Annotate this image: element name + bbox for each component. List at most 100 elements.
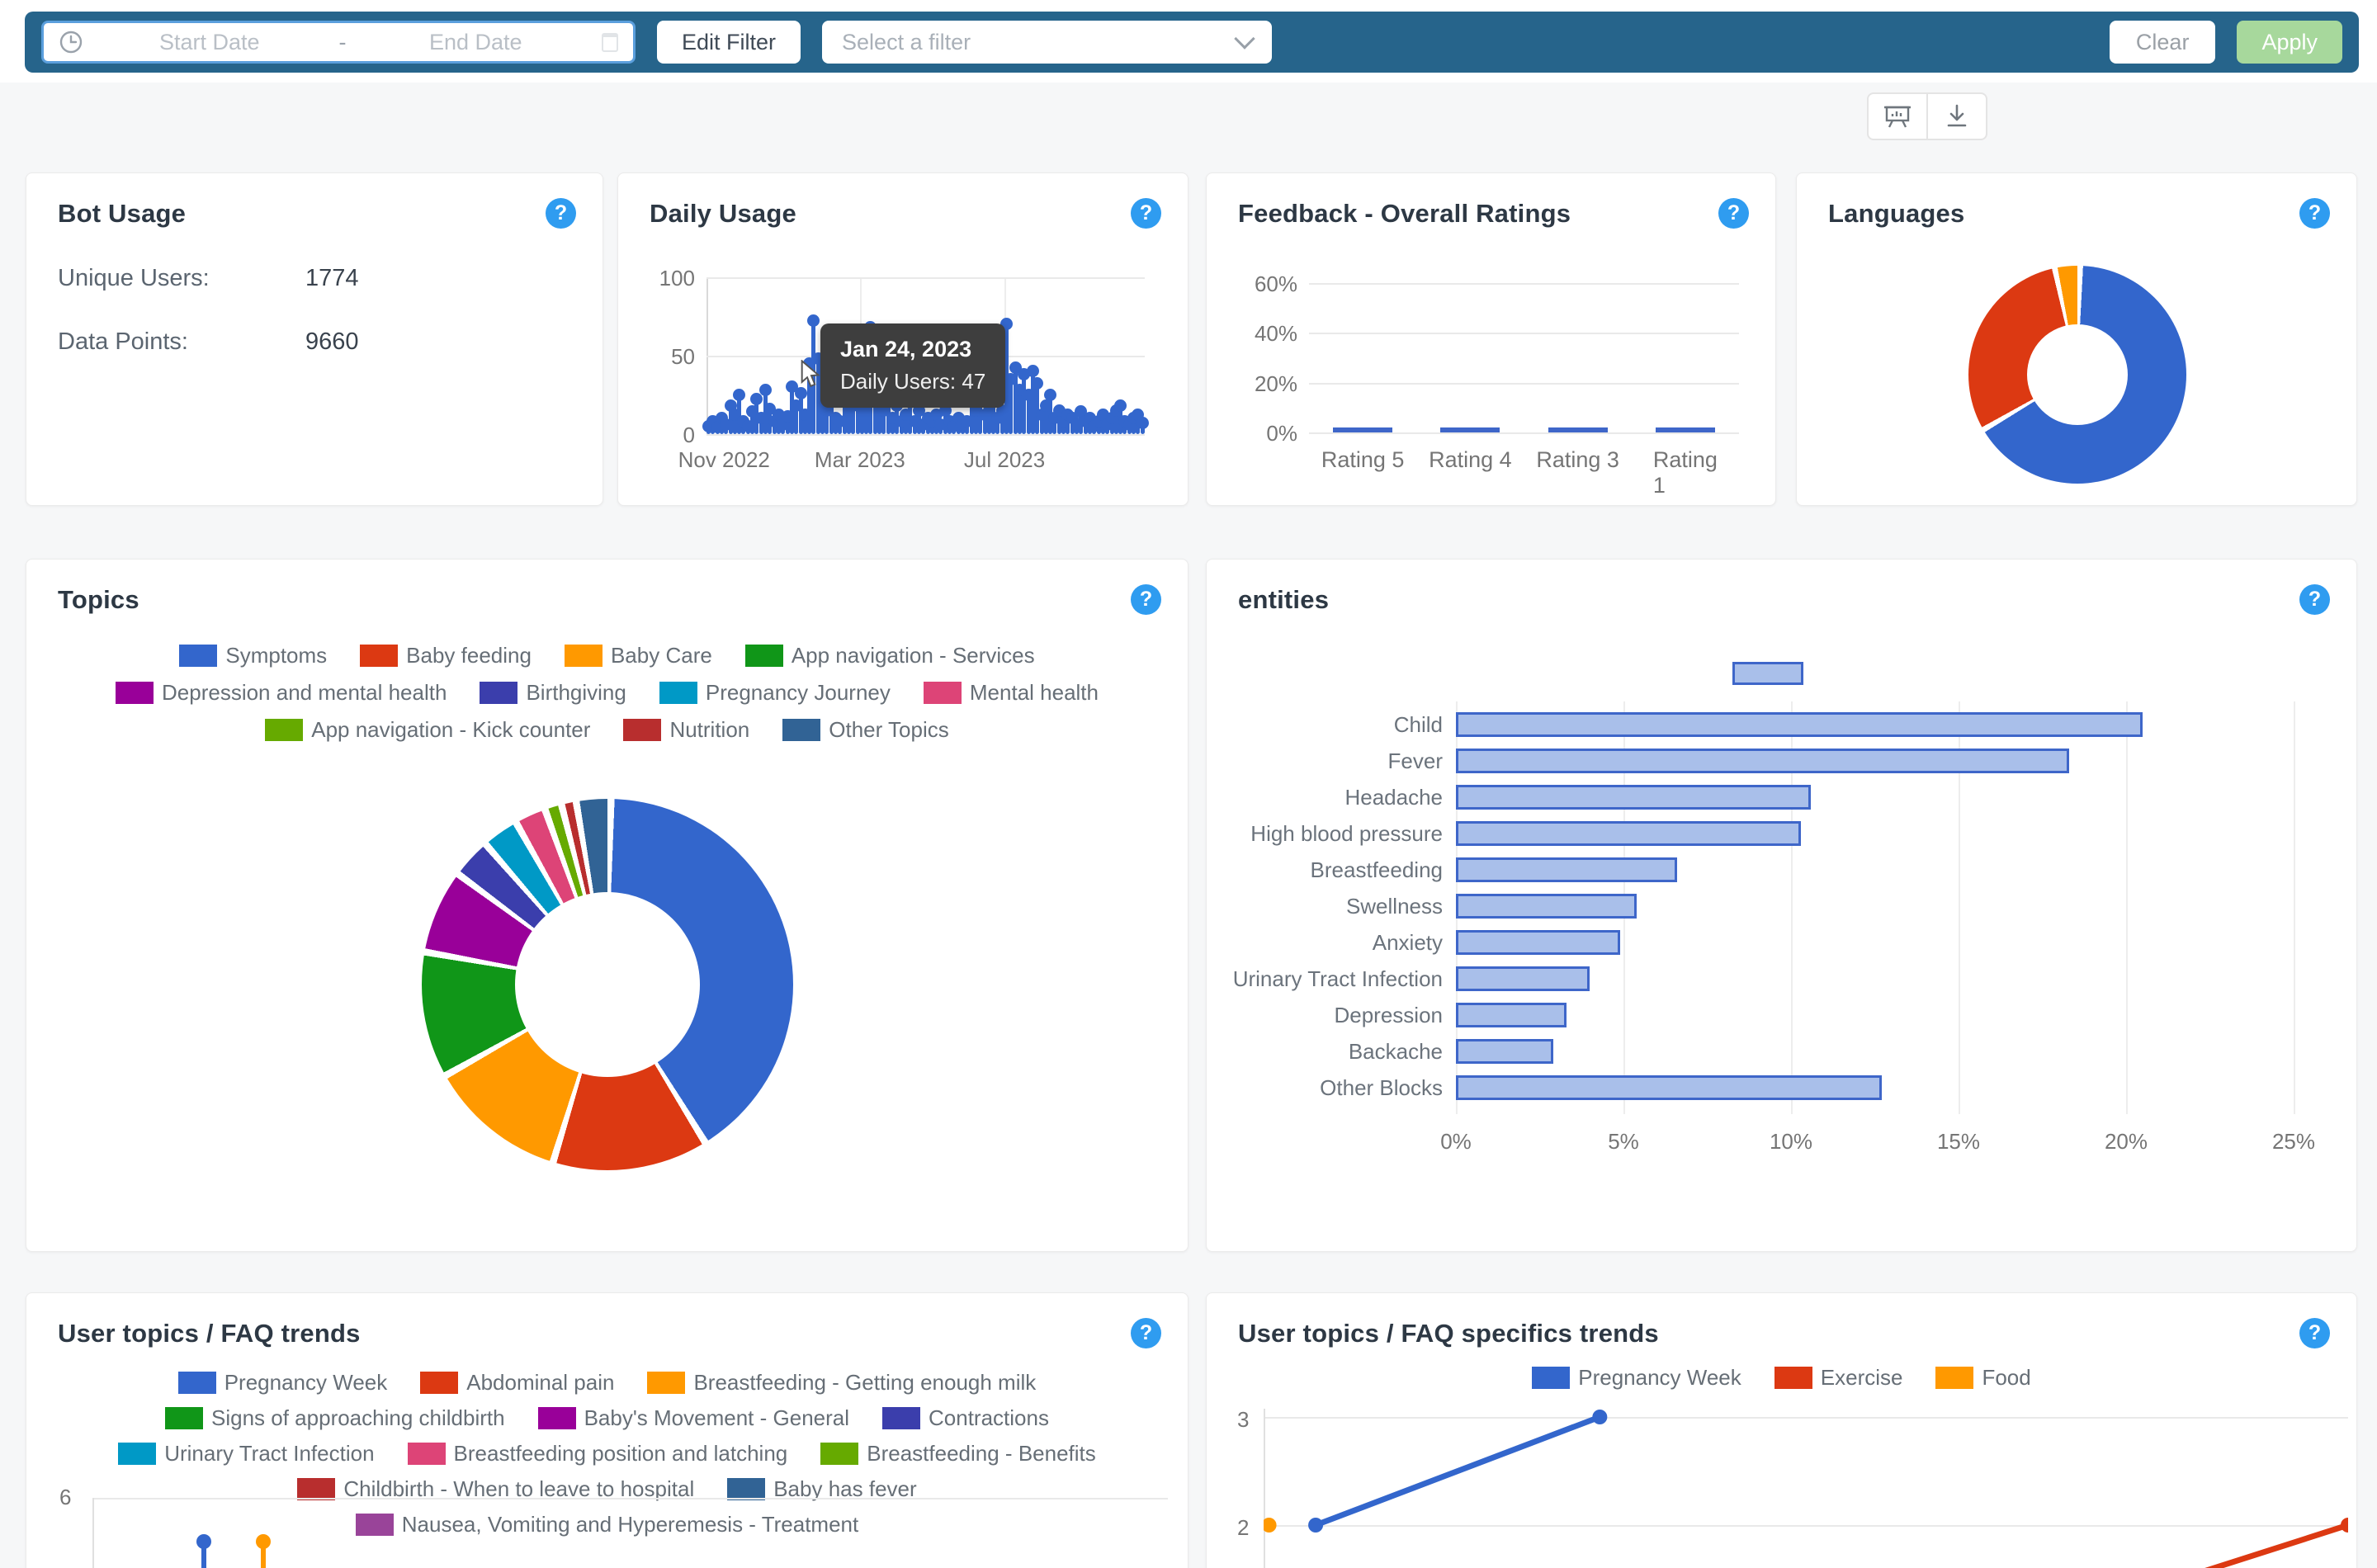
data-stem[interactable] <box>794 405 799 434</box>
legend-item[interactable]: App navigation - Kick counter <box>265 717 590 743</box>
help-icon[interactable]: ? <box>1131 1318 1161 1348</box>
legend-item[interactable]: Mental health <box>923 680 1099 706</box>
data-stem[interactable] <box>973 410 978 434</box>
data-stem[interactable] <box>903 415 908 434</box>
date-range-input[interactable]: Start Date - End Date <box>41 21 636 64</box>
help-icon[interactable]: ? <box>546 198 576 229</box>
data-stem[interactable] <box>1009 379 1014 434</box>
legend-item[interactable]: Abdominal pain <box>420 1370 614 1396</box>
data-stem[interactable] <box>737 394 742 434</box>
data-stem[interactable] <box>991 387 996 434</box>
data-stem[interactable] <box>1039 415 1044 434</box>
data-stem[interactable] <box>872 399 877 434</box>
data-stem[interactable] <box>1096 421 1101 434</box>
feedback-chart[interactable]: 60% 40% 20% 0% Rating 5 Rating 4 Rating 3 Ratin… <box>1255 272 1739 498</box>
data-point[interactable] <box>1592 1410 1608 1424</box>
data-stem[interactable] <box>1113 410 1118 434</box>
help-icon[interactable]: ? <box>1718 198 1749 229</box>
daily-usage-chart[interactable]: Jan 24, 2023 Daily Users: 47 100 50 0 Nov 2… <box>659 266 1149 472</box>
bar[interactable] <box>1440 427 1500 432</box>
data-stem[interactable] <box>1043 405 1048 434</box>
data-stem[interactable] <box>1018 390 1022 434</box>
data-point[interactable] <box>724 399 737 412</box>
legend-item[interactable]: Baby Care <box>564 643 712 668</box>
help-icon[interactable]: ? <box>1131 198 1161 229</box>
data-point[interactable] <box>759 383 773 396</box>
legend-item[interactable]: Breastfeeding position and latching <box>407 1441 787 1466</box>
topics-donut-chart[interactable] <box>422 799 793 1170</box>
legend-item[interactable]: Pregnancy Journey <box>659 680 891 706</box>
legend-item[interactable]: Birthgiving <box>480 680 626 706</box>
bar[interactable] <box>1456 857 1677 882</box>
data-stem[interactable] <box>912 421 917 434</box>
data-stem[interactable] <box>1109 418 1114 434</box>
data-point[interactable] <box>1114 399 1127 412</box>
data-stem[interactable] <box>825 410 829 434</box>
legend-item[interactable]: Pregnancy Week <box>1532 1365 1741 1391</box>
data-point[interactable] <box>256 1534 271 1549</box>
entities-legend-swatch[interactable] <box>1732 662 1803 685</box>
data-stem[interactable] <box>1030 371 1035 434</box>
bar[interactable] <box>1456 930 1620 955</box>
filter-select[interactable]: Select a filter <box>822 21 1273 64</box>
legend-item[interactable]: Symptoms <box>179 643 327 668</box>
legend-item[interactable]: Breastfeeding - Getting enough milk <box>647 1370 1036 1396</box>
legend-item[interactable]: Food <box>1935 1365 2031 1391</box>
legend-item[interactable]: Childbirth - When to leave to hospital <box>297 1476 694 1502</box>
data-stem[interactable] <box>1052 418 1057 434</box>
data-stem[interactable] <box>1022 374 1027 434</box>
data-stem[interactable] <box>881 410 886 434</box>
data-stem[interactable] <box>758 418 763 434</box>
data-stem[interactable] <box>1066 415 1070 434</box>
data-stem[interactable] <box>855 405 860 434</box>
data-point[interactable] <box>1264 1518 1277 1533</box>
clear-button[interactable]: Clear <box>2109 21 2216 64</box>
data-stem[interactable] <box>969 399 974 434</box>
download-button[interactable] <box>1928 92 1987 140</box>
data-stem[interactable] <box>1132 418 1137 434</box>
start-date-placeholder[interactable]: Start Date <box>158 29 260 54</box>
help-icon[interactable]: ? <box>2299 1318 2330 1348</box>
data-stem[interactable] <box>995 418 1000 434</box>
bar[interactable] <box>1456 1003 1567 1027</box>
data-stem[interactable] <box>846 412 851 434</box>
bar[interactable] <box>1456 821 1802 846</box>
bar[interactable] <box>1456 1075 1882 1100</box>
legend-item[interactable]: Baby feeding <box>360 643 532 668</box>
data-stem[interactable] <box>986 405 991 434</box>
bar[interactable] <box>1456 966 1590 991</box>
data-stem[interactable] <box>807 363 812 434</box>
legend-item[interactable]: Exercise <box>1774 1365 1902 1391</box>
data-stem[interactable] <box>891 418 896 434</box>
legend-item[interactable]: Nutrition <box>623 717 749 743</box>
data-stem[interactable] <box>899 421 904 434</box>
data-stem[interactable] <box>982 415 987 434</box>
data-stem[interactable] <box>201 1541 206 1568</box>
data-stem[interactable] <box>999 410 1004 434</box>
data-stem[interactable] <box>929 421 934 434</box>
series-line[interactable] <box>2196 1522 2348 1568</box>
bar[interactable] <box>1456 749 2069 773</box>
help-icon[interactable]: ? <box>2299 584 2330 615</box>
legend-item[interactable]: Breastfeeding - Benefits <box>820 1441 1096 1466</box>
bar[interactable] <box>1456 894 1637 919</box>
data-stem[interactable] <box>838 421 843 434</box>
data-stem[interactable] <box>820 403 825 434</box>
edit-filter-button[interactable]: Edit Filter <box>657 21 801 64</box>
entities-chart[interactable]: Child Fever Headache High blood pressure Bre… <box>1207 706 2356 1106</box>
faq-trends-chart[interactable]: 6 <box>26 1485 1168 1568</box>
bar[interactable] <box>1548 427 1608 432</box>
presentation-view-button[interactable] <box>1867 92 1928 140</box>
help-icon[interactable]: ? <box>1131 584 1161 615</box>
data-stem[interactable] <box>1013 368 1018 434</box>
data-stem[interactable] <box>732 415 737 434</box>
data-stem[interactable] <box>802 415 807 434</box>
data-stem[interactable] <box>261 1541 266 1568</box>
legend-item[interactable]: Signs of approaching childbirth <box>165 1405 505 1431</box>
faq-specifics-chart[interactable]: 3 2 <box>1237 1407 2348 1568</box>
series-line[interactable] <box>1314 1414 1601 1528</box>
bar[interactable] <box>1333 427 1393 432</box>
data-point[interactable] <box>1031 377 1044 390</box>
data-point[interactable] <box>1026 365 1039 377</box>
data-point[interactable] <box>1136 416 1149 429</box>
